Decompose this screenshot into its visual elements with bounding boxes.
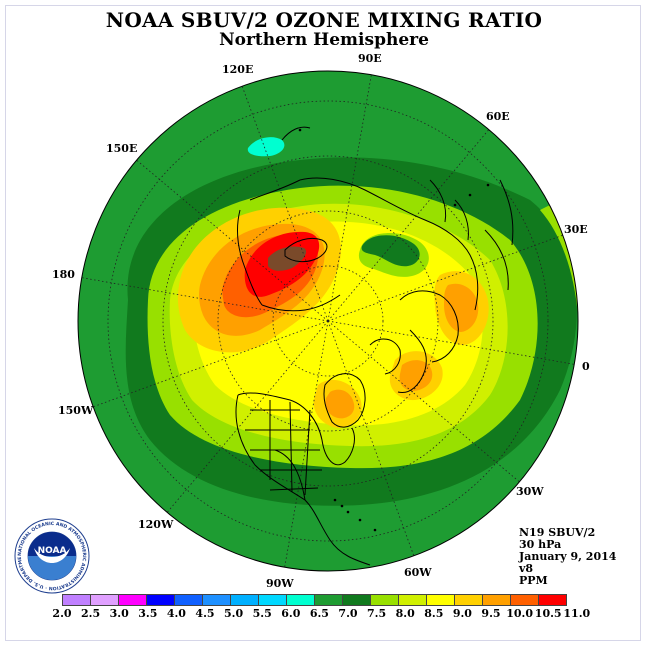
field-9-5-lower bbox=[399, 360, 433, 391]
color-bar-swatch bbox=[314, 594, 343, 606]
color-bar-swatch bbox=[538, 594, 567, 606]
color-bar-label: 7.5 bbox=[367, 607, 387, 620]
info-satellite: N19 SBUV/2 bbox=[519, 526, 596, 539]
color-bar-swatch bbox=[258, 594, 287, 606]
info-date: January 9, 2014 bbox=[519, 550, 617, 563]
lon-label-30e: 30E bbox=[564, 223, 588, 236]
color-bar-label: 3.5 bbox=[138, 607, 158, 620]
field-6-0-spot bbox=[247, 137, 285, 157]
color-bar-swatch bbox=[370, 594, 399, 606]
color-bar-label: 9.5 bbox=[481, 607, 501, 620]
color-bar-swatch bbox=[426, 594, 455, 606]
color-bar-labels: 2.0 2.5 3.0 3.5 4.0 4.5 5.0 5.5 6.0 6.5 7.0 7.5 8.0 8… bbox=[0, 607, 648, 621]
latitude-circles bbox=[107, 100, 549, 542]
color-bar-label: 4.0 bbox=[166, 607, 186, 620]
lon-label-150e: 150E bbox=[106, 142, 138, 155]
color-bar-label: 9.0 bbox=[452, 607, 472, 620]
lon-label-60w: 60W bbox=[404, 566, 432, 579]
info-units: PPM bbox=[519, 574, 548, 587]
color-bar-label: 10.0 bbox=[506, 607, 533, 620]
lon-label-150w: 150W bbox=[58, 404, 94, 417]
color-bar-label: 10.5 bbox=[534, 607, 562, 620]
color-bar-label: 6.5 bbox=[309, 607, 329, 620]
image-frame bbox=[5, 5, 641, 641]
map-boundary bbox=[77, 70, 579, 572]
coastlines bbox=[235, 126, 514, 566]
map-subtitle: Northern Hemisphere bbox=[219, 30, 429, 50]
info-version: v8 bbox=[519, 562, 534, 575]
color-bar-label: 2.5 bbox=[81, 607, 101, 620]
color-bar-swatch bbox=[342, 594, 371, 606]
color-bar-swatch bbox=[398, 594, 427, 606]
color-bar bbox=[62, 594, 567, 606]
color-bar-swatch bbox=[230, 594, 259, 606]
color-bar-label: 7.0 bbox=[338, 607, 358, 620]
color-bar-label: 5.5 bbox=[252, 607, 272, 620]
color-bar-swatch bbox=[62, 594, 91, 606]
color-bar-label: 11.0 bbox=[563, 607, 591, 620]
field-9-5-right bbox=[444, 283, 479, 332]
color-bar-swatch bbox=[510, 594, 539, 606]
color-bar-swatch bbox=[286, 594, 315, 606]
noaa-logo: NATIONAL OCEANIC AND ATMOSPHERIC ADMINIS… bbox=[14, 518, 90, 594]
islands bbox=[298, 128, 490, 532]
color-bar-label: 6.0 bbox=[281, 607, 301, 620]
lon-label-30w: 30W bbox=[516, 485, 544, 498]
color-bar-swatch bbox=[146, 594, 175, 606]
field-9-5-greenland bbox=[325, 389, 355, 419]
color-bar-label: 4.5 bbox=[195, 607, 215, 620]
color-bar-label: 8.5 bbox=[424, 607, 444, 620]
color-bar-swatch bbox=[454, 594, 483, 606]
color-bar-swatch bbox=[202, 594, 231, 606]
logo-text: NOAA bbox=[38, 546, 67, 556]
info-block: N19 SBUV/2 30 hPa January 9, 2014 v8 PPM bbox=[519, 527, 616, 587]
lon-label-90w: 90W bbox=[266, 577, 294, 590]
color-bar-swatch bbox=[118, 594, 147, 606]
color-bar-swatch bbox=[174, 594, 203, 606]
lon-label-120w: 120W bbox=[138, 518, 174, 531]
lon-label-60e: 60E bbox=[486, 110, 510, 123]
color-bar-label: 3.0 bbox=[109, 607, 129, 620]
lon-label-120e: 120E bbox=[222, 63, 254, 76]
lon-label-180: 180 bbox=[52, 268, 75, 281]
color-bar-label: 2.0 bbox=[52, 607, 72, 620]
color-bar-swatch bbox=[482, 594, 511, 606]
field-7-0-low bbox=[361, 235, 420, 267]
color-bar-label: 5.0 bbox=[224, 607, 244, 620]
color-bar-label: 8.0 bbox=[395, 607, 415, 620]
lon-label-0: 0 bbox=[582, 360, 590, 373]
map-title: NOAA SBUV/2 OZONE MIXING RATIO bbox=[105, 8, 543, 32]
lon-label-90e: 90E bbox=[358, 52, 382, 65]
info-level: 30 hPa bbox=[519, 538, 562, 551]
field-11-0 bbox=[268, 246, 307, 271]
color-bar-swatch bbox=[90, 594, 119, 606]
